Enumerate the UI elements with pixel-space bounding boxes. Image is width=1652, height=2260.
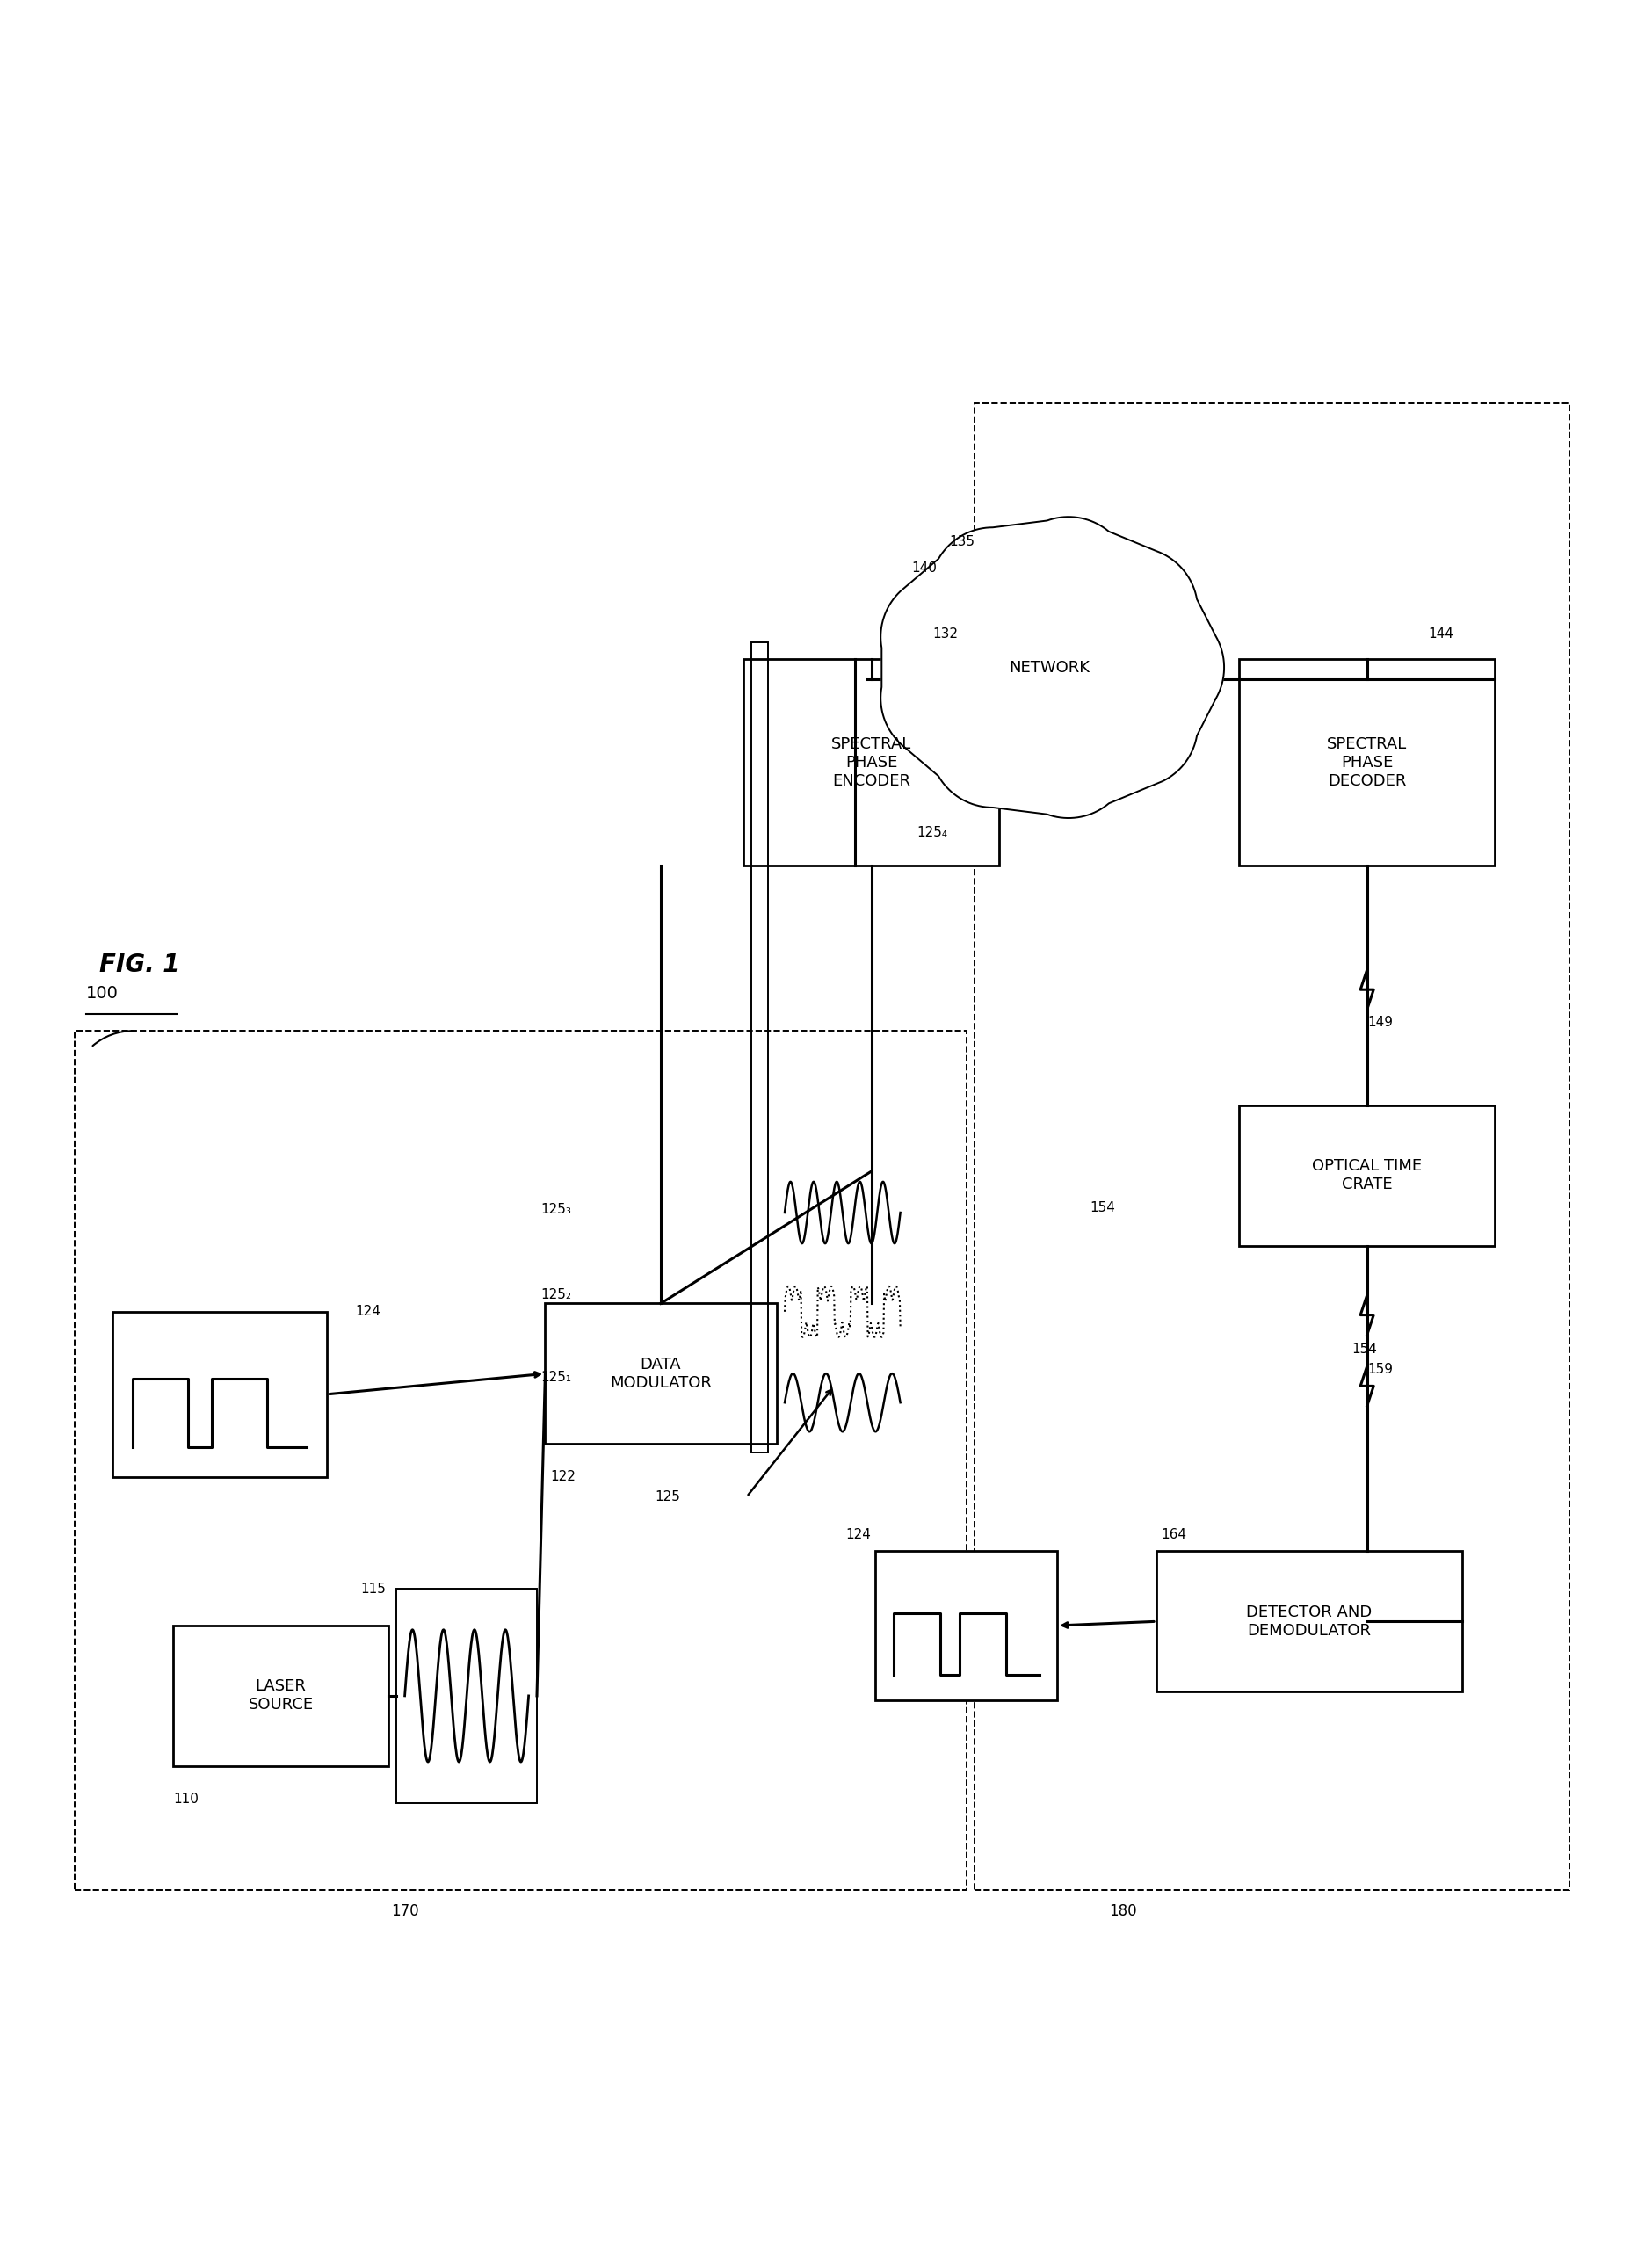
Bar xyxy=(876,1550,1057,1700)
Text: 124: 124 xyxy=(846,1528,871,1541)
Text: 180: 180 xyxy=(1110,1903,1137,1919)
Text: 125₂: 125₂ xyxy=(540,1288,572,1302)
Text: LASER
SOURCE: LASER SOURCE xyxy=(248,1679,314,1713)
Text: 110: 110 xyxy=(173,1792,198,1806)
Bar xyxy=(112,1311,327,1476)
Bar xyxy=(545,1304,776,1444)
Bar xyxy=(396,1589,537,1803)
Circle shape xyxy=(912,612,1037,739)
Bar xyxy=(173,1625,388,1765)
Text: 159: 159 xyxy=(1368,1363,1393,1376)
Text: 170: 170 xyxy=(392,1903,418,1919)
Text: SPECTRAL
PHASE
ENCODER: SPECTRAL PHASE ENCODER xyxy=(831,737,912,789)
Text: FIG. 1: FIG. 1 xyxy=(99,951,180,976)
Text: 122: 122 xyxy=(550,1471,575,1483)
Text: 100: 100 xyxy=(86,985,119,1001)
Text: DETECTOR AND
DEMODULATOR: DETECTOR AND DEMODULATOR xyxy=(1246,1605,1373,1638)
Circle shape xyxy=(1046,574,1151,678)
Bar xyxy=(975,402,1569,1889)
Bar xyxy=(1239,660,1495,866)
Circle shape xyxy=(1016,667,1115,766)
Text: 125₄: 125₄ xyxy=(917,827,948,838)
Text: 149: 149 xyxy=(1368,1017,1393,1028)
Text: NETWORK: NETWORK xyxy=(1009,660,1089,676)
Circle shape xyxy=(1070,651,1176,757)
Text: 154: 154 xyxy=(1351,1342,1376,1356)
Circle shape xyxy=(970,558,1095,685)
Text: OPTICAL TIME
CRATE: OPTICAL TIME CRATE xyxy=(1312,1159,1422,1193)
Text: 124: 124 xyxy=(355,1304,380,1318)
Bar xyxy=(1239,1105,1495,1245)
Circle shape xyxy=(1090,610,1189,710)
Circle shape xyxy=(950,653,1049,753)
Text: 132: 132 xyxy=(933,628,958,642)
Text: SPECTRAL
PHASE
DECODER: SPECTRAL PHASE DECODER xyxy=(1327,737,1408,789)
Text: 164: 164 xyxy=(1161,1528,1186,1541)
Text: 125₃: 125₃ xyxy=(540,1202,572,1216)
Text: 125: 125 xyxy=(656,1489,681,1503)
Bar xyxy=(74,1031,966,1889)
Text: 154: 154 xyxy=(1090,1200,1115,1214)
Polygon shape xyxy=(881,518,1224,818)
Text: 140: 140 xyxy=(912,563,937,574)
Text: 125₁: 125₁ xyxy=(540,1372,572,1385)
Text: 135: 135 xyxy=(950,536,975,549)
Text: 144: 144 xyxy=(1429,628,1454,642)
Bar xyxy=(1156,1550,1462,1693)
Text: DATA
MODULATOR: DATA MODULATOR xyxy=(610,1356,712,1390)
Text: 115: 115 xyxy=(360,1582,385,1596)
Bar xyxy=(743,660,999,866)
Bar xyxy=(752,642,768,1453)
